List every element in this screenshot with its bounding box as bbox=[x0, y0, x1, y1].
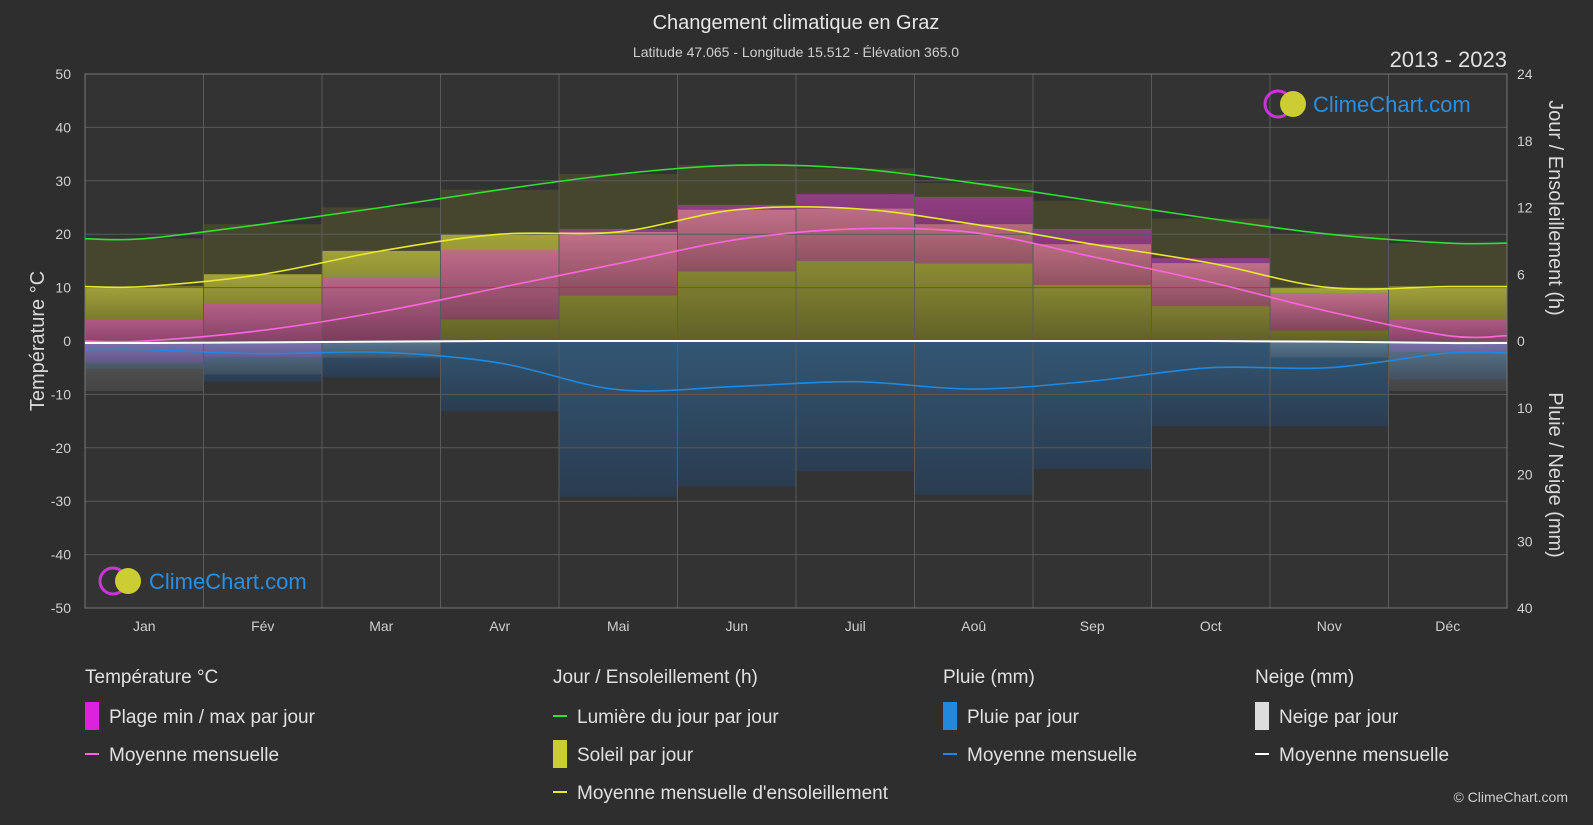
x-tick-label: Fév bbox=[251, 618, 274, 634]
brand-name-bottom: ClimeChart.com bbox=[149, 569, 307, 594]
x-tick-label: Oct bbox=[1200, 618, 1222, 634]
axes: 50 40 30 20 10 0 -10 -20 -30 -40 -50 24 18 12 6 0 10 20 30… bbox=[51, 66, 1533, 634]
y-right-top-tick-label: 18 bbox=[1517, 133, 1533, 149]
y-right-top-tick-label: 24 bbox=[1517, 66, 1533, 82]
chart-title: Changement climatique en Graz bbox=[653, 12, 940, 34]
y-left-tick-label: 30 bbox=[55, 173, 71, 189]
y-left-axis-title: Température °C bbox=[27, 271, 49, 411]
legend-item-label: Pluie par jour bbox=[967, 707, 1080, 728]
snow-bar bbox=[1388, 341, 1507, 392]
legend: Température °C Plage min / max par jour Mo… bbox=[85, 667, 1449, 804]
x-tick-label: Jan bbox=[133, 618, 156, 634]
rain-bar bbox=[796, 341, 915, 472]
y-left-tick-label: -40 bbox=[51, 547, 71, 563]
chart-subtitle: Latitude 47.065 - Longitude 15.512 - Élé… bbox=[633, 44, 959, 60]
temp-range-bar bbox=[677, 204, 796, 272]
climechart-logo-icon bbox=[98, 566, 141, 596]
snow-bar bbox=[203, 341, 322, 375]
rain-bar bbox=[559, 341, 678, 497]
period-label: 2013 - 2023 bbox=[1390, 47, 1507, 72]
x-tick-label: Jun bbox=[725, 618, 748, 634]
climechart-logo-icon bbox=[1263, 89, 1306, 119]
rain-bar bbox=[677, 341, 796, 487]
y-left-tick-label: -10 bbox=[51, 386, 71, 402]
x-tick-label: Sep bbox=[1080, 618, 1105, 634]
y-right-bottom-tick-label: 20 bbox=[1517, 467, 1533, 483]
snow-bar bbox=[1270, 341, 1389, 358]
legend-swatch-block bbox=[553, 740, 567, 768]
legend-item-label: Plage min / max par jour bbox=[109, 707, 316, 728]
x-tick-label: Nov bbox=[1317, 618, 1342, 634]
x-tick-label: Mai bbox=[607, 618, 630, 634]
rain-bar bbox=[914, 341, 1033, 495]
legend-swatch-block bbox=[943, 702, 957, 730]
y-right-top-tick-label: 6 bbox=[1517, 266, 1525, 282]
y-right-bottom-tick-label: 40 bbox=[1517, 600, 1533, 616]
brand-logo-bottom: ClimeChart.com bbox=[98, 566, 307, 596]
snow-bar bbox=[85, 341, 204, 392]
legend-swatch-block bbox=[85, 702, 99, 730]
legend-group-title: Neige (mm) bbox=[1255, 667, 1354, 688]
x-tick-label: Avr bbox=[489, 618, 510, 634]
y-left-tick-label: 40 bbox=[55, 119, 71, 135]
temp-range-bar bbox=[322, 276, 441, 341]
legend-item-label: Lumière du jour par jour bbox=[577, 707, 779, 728]
legend-group-title: Jour / Ensoleillement (h) bbox=[553, 667, 758, 688]
rain-bar bbox=[1151, 341, 1270, 427]
copyright: © ClimeChart.com bbox=[1453, 789, 1568, 805]
rain-bar bbox=[1033, 341, 1152, 470]
y-left-tick-label: 0 bbox=[63, 333, 71, 349]
legend-group-title: Température °C bbox=[85, 667, 218, 688]
legend-group-title: Pluie (mm) bbox=[943, 667, 1035, 688]
series-line bbox=[84, 164, 1508, 245]
x-tick-label: Aoû bbox=[961, 618, 986, 634]
brand-name-top: ClimeChart.com bbox=[1313, 92, 1471, 117]
rain-bar bbox=[440, 341, 559, 412]
legend-item-label: Moyenne mensuelle bbox=[109, 745, 279, 766]
series-line bbox=[84, 339, 1508, 345]
y-right-top-axis-title: Jour / Ensoleillement (h) bbox=[1544, 100, 1566, 316]
temp-range-bar bbox=[559, 228, 678, 296]
legend-item-label: Moyenne mensuelle d'ensoleillement bbox=[577, 783, 889, 804]
y-right-bottom-axis-title: Pluie / Neige (mm) bbox=[1544, 392, 1566, 558]
legend-item-label: Moyenne mensuelle bbox=[967, 745, 1137, 766]
y-right-top-tick-label: 12 bbox=[1517, 200, 1533, 216]
temp-range-bar bbox=[796, 194, 915, 261]
y-right-top-tick-label: 0 bbox=[1517, 333, 1525, 349]
y-left-tick-label: -20 bbox=[51, 440, 71, 456]
y-left-tick-label: -30 bbox=[51, 493, 71, 509]
legend-item-label: Neige par jour bbox=[1279, 707, 1399, 728]
brand-logo-top: ClimeChart.com bbox=[1263, 89, 1471, 119]
legend-swatch-block bbox=[1255, 702, 1269, 730]
x-tick-label: Déc bbox=[1435, 618, 1460, 634]
y-left-tick-label: 50 bbox=[55, 66, 71, 82]
series-line bbox=[84, 227, 1508, 343]
series-lines bbox=[84, 164, 1508, 392]
series-line bbox=[84, 205, 1508, 290]
y-left-tick-label: -50 bbox=[51, 600, 71, 616]
temp-range-bar bbox=[440, 250, 559, 320]
y-right-bottom-tick-label: 30 bbox=[1517, 533, 1533, 549]
x-tick-label: Mar bbox=[369, 618, 393, 634]
series-line bbox=[84, 348, 1508, 392]
y-right-bottom-tick-label: 10 bbox=[1517, 400, 1533, 416]
y-left-tick-label: 10 bbox=[55, 280, 71, 296]
legend-item-label: Moyenne mensuelle bbox=[1279, 745, 1449, 766]
y-left-tick-label: 20 bbox=[55, 226, 71, 242]
x-tick-label: Juil bbox=[845, 618, 866, 634]
legend-item-label: Soleil par jour bbox=[577, 745, 694, 766]
